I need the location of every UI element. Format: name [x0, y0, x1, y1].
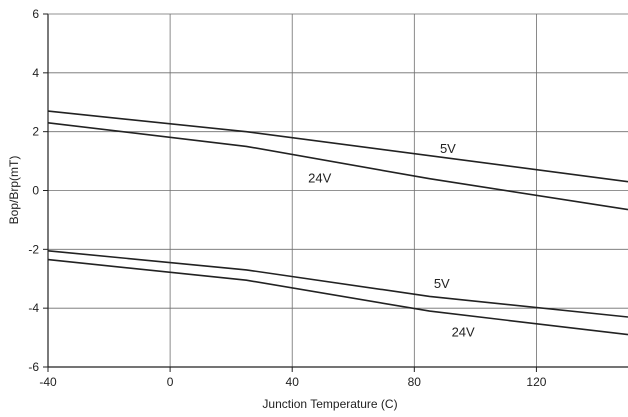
- series-layer: [47, 110, 628, 336]
- series-line-2: [47, 122, 628, 211]
- y-tick-label: 0: [32, 184, 39, 198]
- series-line-1: [47, 110, 628, 183]
- y-tick-label: -2: [28, 242, 39, 256]
- series-line-4: [47, 258, 628, 336]
- x-tick-label: 0: [167, 375, 174, 389]
- y-tick-label: 4: [32, 66, 39, 80]
- y-tick-label: -4: [28, 301, 39, 315]
- annotation-layer: 5V 24V 5V 24V: [308, 141, 475, 340]
- series-label-1: 5V: [440, 141, 456, 156]
- y-tick-label: -6: [28, 360, 39, 374]
- grid-layer: [48, 14, 628, 367]
- series-label-2: 24V: [308, 170, 331, 185]
- x-tick-label: 120: [526, 375, 546, 389]
- y-axis-title: Bop/Brp(mT): [7, 156, 21, 225]
- y-tick-label: 2: [32, 125, 39, 139]
- x-tick-label: 80: [408, 375, 422, 389]
- x-axis-title: Junction Temperature (C): [262, 397, 397, 411]
- series-label-3: 5V: [434, 276, 450, 291]
- series-line-3: [47, 250, 628, 318]
- y-tick-label: 6: [32, 7, 39, 21]
- x-tick-label: 40: [286, 375, 300, 389]
- tick-layer: -6 -4 -2 0 2 4 6 -40 0 40 80 120: [28, 7, 546, 389]
- series-label-4: 24V: [452, 325, 475, 340]
- x-tick-label: -40: [39, 375, 57, 389]
